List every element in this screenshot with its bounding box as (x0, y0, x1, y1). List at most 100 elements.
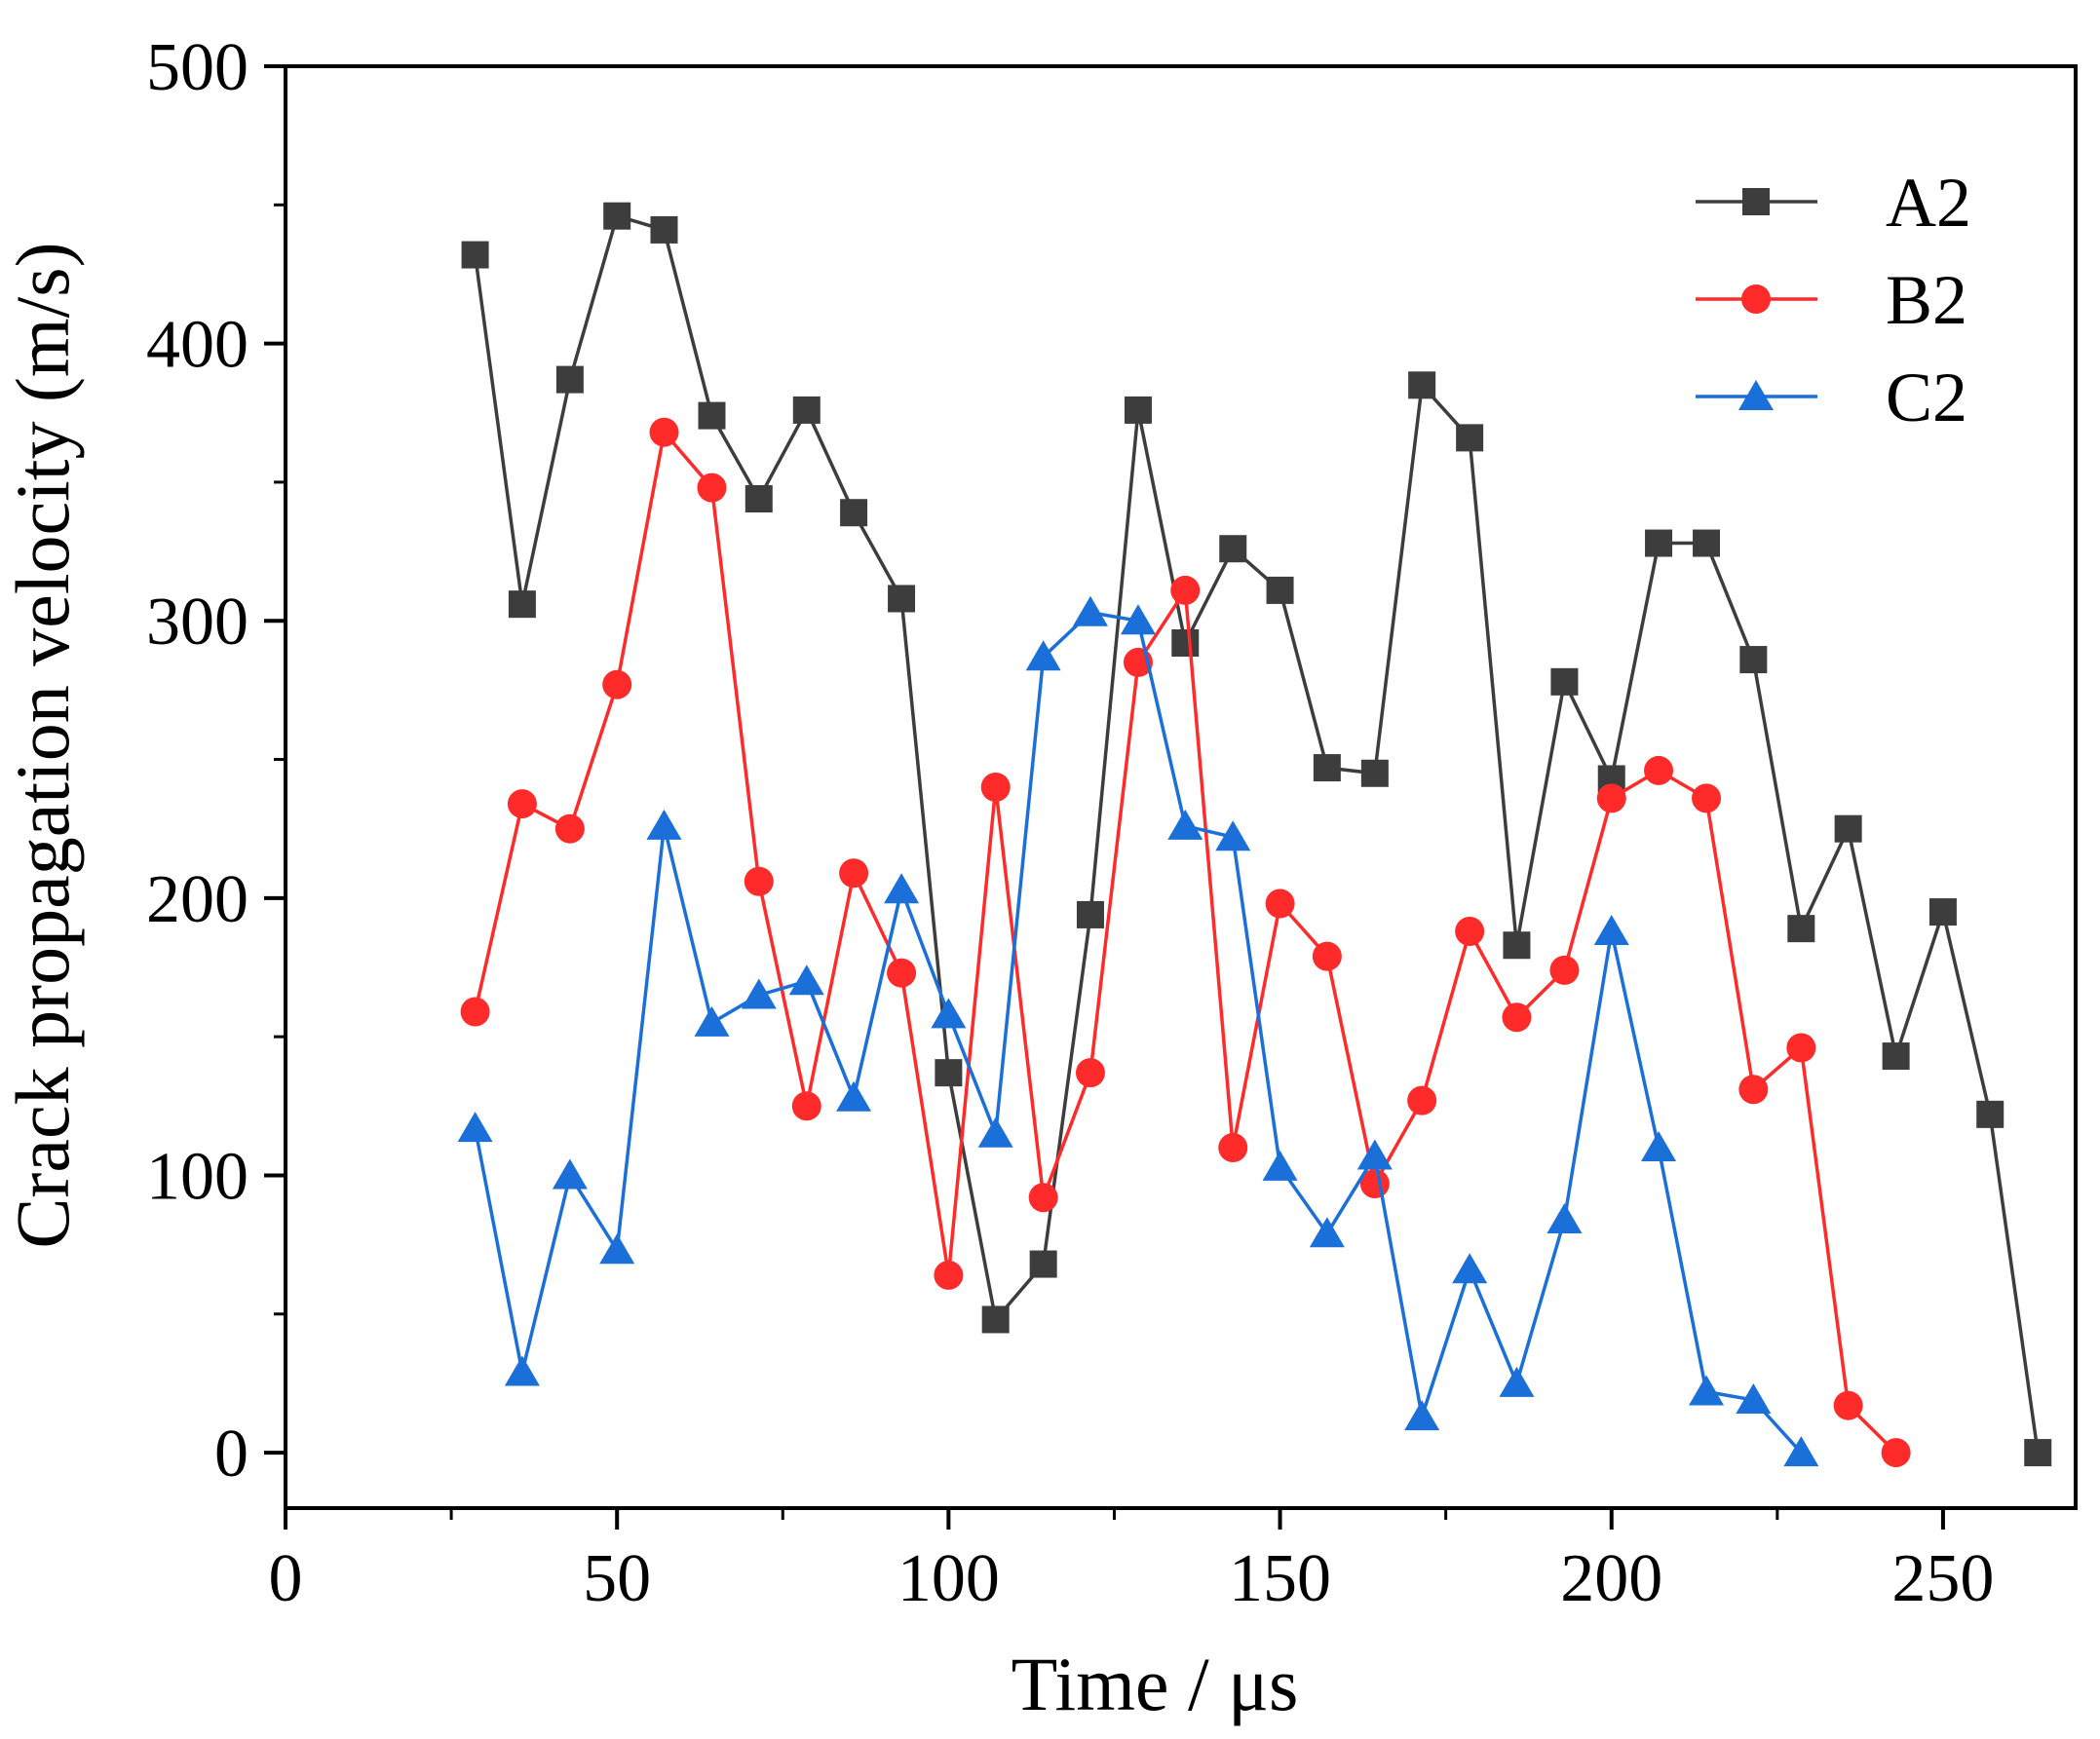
data-point-B2 (887, 958, 917, 988)
data-point-B2 (1170, 575, 1201, 605)
data-point-C2 (1167, 809, 1203, 840)
data-point-C2 (1404, 1400, 1440, 1431)
data-point-A2 (508, 590, 536, 619)
data-point-A2 (1124, 396, 1152, 424)
data-point-C2 (1689, 1375, 1725, 1406)
x-tick-label: 150 (1229, 1541, 1331, 1616)
x-tick-label: 100 (897, 1541, 1000, 1616)
data-point-B2 (1549, 955, 1580, 985)
y-axis-ticks: 0 100 200 300 400 500 (146, 30, 286, 1492)
legend-marker-A2 (1742, 188, 1770, 215)
x-tick-label: 0 (269, 1541, 303, 1616)
data-point-C2 (1120, 604, 1156, 635)
series-C2 (457, 595, 1819, 1467)
data-point-B2 (1786, 1033, 1816, 1063)
data-point-B2 (1265, 888, 1295, 919)
data-point-B2 (1596, 783, 1626, 813)
data-point-B2 (1407, 1085, 1437, 1115)
plot-area (284, 64, 2078, 1510)
data-point-B2 (602, 669, 632, 699)
data-point-A2 (1928, 898, 1957, 926)
x-axis-ticks: 0 50 100 150 200 250 (269, 1508, 1994, 1616)
data-point-C2 (1593, 915, 1629, 945)
data-point-B2 (1218, 1133, 1248, 1162)
data-point-A2 (1976, 1100, 2005, 1128)
data-point-A2 (1456, 424, 1484, 452)
data-point-B2 (1312, 941, 1342, 971)
y-tick-label: 500 (146, 30, 248, 105)
data-point-C2 (504, 1355, 540, 1386)
data-point-C2 (552, 1158, 588, 1190)
x-tick-label: 50 (583, 1541, 651, 1616)
legend-marker-C2 (1738, 380, 1774, 410)
data-point-C2 (1499, 1366, 1535, 1397)
data-point-A2 (1171, 629, 1200, 657)
data-point-A2 (1219, 535, 1247, 563)
x-axis-label: Time / μs (1012, 1642, 1299, 1726)
series-layer (457, 202, 2052, 1468)
data-point-A2 (1266, 576, 1294, 604)
data-point-C2 (457, 1112, 493, 1143)
y-tick-label: 200 (146, 862, 248, 937)
data-point-A2 (2024, 1439, 2052, 1467)
data-point-C2 (1072, 595, 1108, 626)
data-point-B2 (744, 866, 774, 896)
data-point-B2 (1455, 917, 1485, 946)
data-point-A2 (1882, 1042, 1910, 1071)
y-tick-label: 0 (214, 1417, 248, 1492)
x-tick-label: 200 (1560, 1541, 1662, 1616)
data-point-C2 (1262, 1150, 1298, 1181)
data-point-B2 (791, 1091, 821, 1121)
legend-label-B2: B2 (1886, 261, 1967, 339)
data-point-B2 (1692, 783, 1722, 813)
data-point-C2 (1309, 1217, 1345, 1248)
data-point-C2 (646, 809, 682, 840)
data-point-B2 (934, 1260, 964, 1290)
data-point-C2 (1783, 1436, 1819, 1467)
data-point-B2 (649, 417, 679, 447)
data-point-B2 (839, 858, 869, 888)
data-point-A2 (1787, 915, 1815, 943)
data-point-B2 (697, 473, 727, 503)
data-point-A2 (792, 396, 821, 424)
data-point-C2 (931, 998, 967, 1029)
data-point-A2 (840, 499, 868, 527)
data-point-A2 (1693, 529, 1721, 557)
series-line-C2 (473, 610, 1803, 1455)
data-point-B2 (460, 997, 490, 1027)
plot-frame (284, 64, 2078, 1510)
data-point-A2 (1408, 371, 1436, 399)
data-point-A2 (888, 585, 916, 613)
data-point-C2 (788, 964, 824, 996)
data-point-B2 (1881, 1438, 1911, 1468)
y-tick-label: 300 (146, 585, 248, 660)
data-point-A2 (461, 241, 489, 269)
data-point-A2 (981, 1305, 1010, 1334)
data-point-C2 (1546, 1203, 1583, 1233)
data-point-A2 (1645, 529, 1673, 557)
data-point-C2 (1452, 1253, 1488, 1284)
legend-marker-B2 (1741, 284, 1771, 314)
data-point-C2 (1736, 1383, 1772, 1414)
data-point-B2 (1028, 1183, 1058, 1213)
data-point-A2 (650, 215, 678, 244)
y-tick-label: 400 (146, 308, 248, 383)
data-point-C2 (977, 1116, 1013, 1148)
data-point-C2 (599, 1233, 635, 1265)
data-point-B2 (1502, 1002, 1532, 1033)
data-point-B2 (1738, 1075, 1769, 1105)
data-point-A2 (603, 202, 631, 230)
data-point-B2 (980, 773, 1011, 802)
data-point-A2 (1360, 759, 1389, 787)
data-point-C2 (1356, 1139, 1393, 1170)
data-point-C2 (836, 1080, 872, 1112)
data-point-A2 (1076, 900, 1104, 928)
data-point-C2 (1215, 820, 1251, 851)
data-point-B2 (1833, 1390, 1863, 1420)
data-point-A2 (1834, 814, 1862, 843)
series-line-A2 (473, 213, 2040, 1454)
legend: A2 B2 C2 (1696, 164, 1971, 436)
x-tick-label: 250 (1891, 1541, 1994, 1616)
legend-label-C2: C2 (1886, 359, 1967, 436)
